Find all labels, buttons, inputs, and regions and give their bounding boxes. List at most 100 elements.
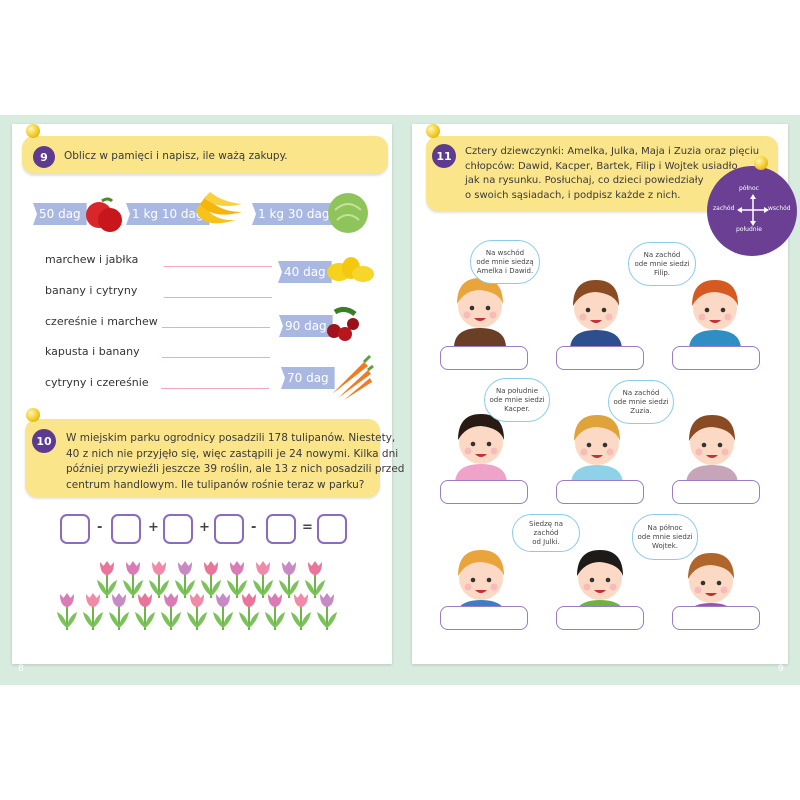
price-tag-carrots: 70 dag xyxy=(281,367,335,389)
name-input-box[interactable] xyxy=(440,346,528,370)
task10-banner xyxy=(25,419,380,497)
tulip-icon xyxy=(187,593,207,630)
compass-rose: północ południe zachód wschód xyxy=(707,166,797,256)
page-number-left: 8 xyxy=(18,664,24,674)
compass-arrows-icon xyxy=(737,194,769,226)
row-label: kapusta i banany xyxy=(45,345,140,358)
compass-north: północ xyxy=(739,185,759,192)
tulip-icon xyxy=(317,593,337,630)
tulip-icon xyxy=(279,561,299,598)
carrots-icon xyxy=(332,354,374,400)
row-label: marchew i jabłka xyxy=(45,253,139,266)
speech-bubble: Na południe ode mnie siedzi Kacper. xyxy=(484,378,550,422)
tulip-icon xyxy=(201,561,221,598)
name-input-box[interactable] xyxy=(556,480,644,504)
tulip-icon xyxy=(291,593,311,630)
text-line: chłopców: Dawid, Kacper, Bartek, Filip i… xyxy=(465,160,738,172)
answer-line[interactable] xyxy=(164,297,272,298)
lemons-icon xyxy=(327,257,374,282)
task-number-badge: 9 xyxy=(33,146,55,168)
task-number-badge: 11 xyxy=(432,144,456,168)
text-line: później przywieźli jeszcze 39 roślin, al… xyxy=(66,463,405,475)
kid-boy-redhair-illustration xyxy=(675,270,755,350)
page-number-right: 9 xyxy=(778,664,784,674)
compass-south: południe xyxy=(736,226,762,233)
tulip-icon xyxy=(305,561,325,598)
cherries-icon xyxy=(327,306,359,341)
name-input-box[interactable] xyxy=(440,606,528,630)
pushpin-icon xyxy=(26,408,40,422)
operator: - xyxy=(97,520,103,535)
kid-boy-dark-illustration xyxy=(560,540,640,620)
speech-bubble: Na wschód ode mnie siedzą Amelka i Dawid. xyxy=(470,240,540,284)
pushpin-icon xyxy=(26,124,40,138)
kid-girl-dark-illustration xyxy=(441,404,521,484)
compass-east: wschód xyxy=(768,205,791,212)
name-input-box[interactable] xyxy=(672,480,760,504)
text-line: W miejskim parku ogrodnicy posadzili 178… xyxy=(66,432,396,444)
tulip-icon xyxy=(97,561,117,598)
text-line: 40 z nich nie przyjęło się, więc zastąpi… xyxy=(66,447,399,460)
kid-boy-glasses-illustration xyxy=(441,540,521,620)
name-input-box[interactable] xyxy=(556,346,644,370)
speech-bubble: Na zachód ode mnie siedzi Filip. xyxy=(628,242,696,286)
tulip-icon xyxy=(135,593,155,630)
kid-boy-checked-illustration xyxy=(672,405,752,485)
tulip-icon xyxy=(265,593,285,630)
apple-icon xyxy=(86,197,122,232)
tulip-icon xyxy=(213,593,233,630)
tulip-icon xyxy=(253,561,273,598)
price-tag-cabbage: 1 kg 30 dag xyxy=(252,203,336,225)
row-label: cytryny i czereśnie xyxy=(45,376,149,389)
name-input-box[interactable] xyxy=(440,480,528,504)
tulip-icon xyxy=(239,593,259,630)
equation-box[interactable] xyxy=(266,514,296,544)
operator: + xyxy=(199,520,210,535)
task11-text: Cztery dziewczynki: Amelka, Julka, Maja … xyxy=(465,145,759,203)
price-tag-cherries: 90 dag xyxy=(279,315,333,337)
tulip-icon xyxy=(175,561,195,598)
answer-line[interactable] xyxy=(162,327,270,328)
equation-box[interactable] xyxy=(111,514,141,544)
speech-bubble: Na zachód ode mnie siedzi Zuzia. xyxy=(608,380,674,424)
compass-west: zachód xyxy=(713,205,735,212)
text-line: centrum handlowym. Ile tulipanów rośnie … xyxy=(66,478,365,491)
equation-box[interactable] xyxy=(317,514,347,544)
tulip-icon xyxy=(161,593,181,630)
row-label: czereśnie i marchew xyxy=(45,315,158,328)
row-label: banany i cytryny xyxy=(45,284,138,297)
tulip-icon xyxy=(123,561,143,598)
pushpin-icon xyxy=(754,156,768,170)
price-tag-bananas: 1 kg 10 dag xyxy=(126,203,210,225)
answer-line[interactable] xyxy=(164,266,272,267)
tulip-icon xyxy=(227,561,247,598)
speech-bubble: Siedzę na zachód od Julki. xyxy=(512,514,580,552)
name-input-box[interactable] xyxy=(672,606,760,630)
cabbage-icon xyxy=(328,193,368,233)
tulip-icon xyxy=(109,593,129,630)
answer-line[interactable] xyxy=(162,357,270,358)
operator: = xyxy=(302,520,313,535)
equation-box[interactable] xyxy=(214,514,244,544)
name-input-box[interactable] xyxy=(672,346,760,370)
speech-bubble: Na północ ode mnie siedzi Wojtek. xyxy=(632,514,698,560)
operator: + xyxy=(148,520,159,535)
tulip-icon xyxy=(83,593,103,630)
text-line: jak na rysunku. Posłuchaj, co dzieci pow… xyxy=(465,175,704,186)
tulip-icon xyxy=(149,561,169,598)
kid-girl-pigtails-illustration xyxy=(556,270,636,350)
kid-boy-blond-illustration xyxy=(440,268,520,348)
task9-instruction: Oblicz w pamięci i napisz, ile ważą zaku… xyxy=(64,150,288,162)
name-input-box[interactable] xyxy=(556,606,644,630)
tulip-icon xyxy=(57,593,77,630)
equation-box[interactable] xyxy=(163,514,193,544)
task10-text: W miejskim parku ogrodnicy posadzili 178… xyxy=(66,431,404,493)
bananas-icon xyxy=(196,192,242,224)
price-tag-apple: 50 dag xyxy=(33,203,87,225)
text-line: o swoich sąsiadach, i podpisz każde z ni… xyxy=(465,189,681,201)
answer-line[interactable] xyxy=(161,388,269,389)
equation-box[interactable] xyxy=(60,514,90,544)
task9-banner xyxy=(22,136,388,174)
text-line: Cztery dziewczynki: Amelka, Julka, Maja … xyxy=(465,146,760,157)
price-tag-lemons: 40 dag xyxy=(278,261,332,283)
